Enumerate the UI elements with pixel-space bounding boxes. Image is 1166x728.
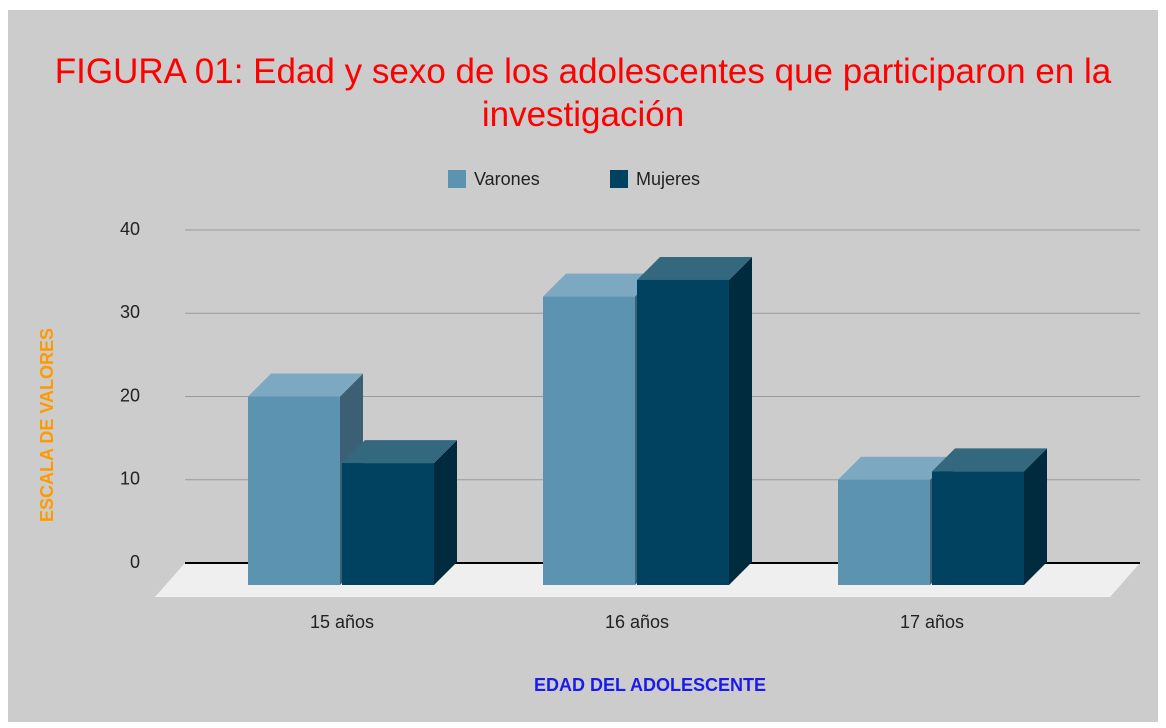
bar [248, 396, 340, 585]
bar-top [342, 440, 457, 464]
bar-top [248, 373, 363, 397]
y-tick-label: 0 [130, 552, 140, 572]
bar-top [543, 273, 658, 297]
bar [342, 463, 434, 585]
bar-top [838, 456, 953, 480]
bar-side [1024, 448, 1047, 585]
x-axis-label: EDAD DEL ADOLESCENTE [534, 675, 766, 695]
legend-swatch [610, 170, 628, 188]
y-tick-label: 30 [120, 302, 140, 322]
bar [637, 279, 729, 585]
bar [543, 296, 635, 585]
y-axis-label: ESCALA DE VALORES [37, 328, 57, 522]
x-tick-label: 16 años [605, 612, 669, 632]
bar-side [434, 440, 457, 585]
legend-label: Mujeres [636, 169, 700, 189]
y-tick-label: 40 [120, 219, 140, 239]
legend-label: Varones [474, 169, 540, 189]
bar-top [637, 256, 752, 280]
bar-top [932, 448, 1047, 472]
chart-title: FIGURA 01: Edad y sexo de los adolescent… [54, 52, 1112, 134]
bar [932, 471, 1024, 585]
y-tick-label: 10 [120, 469, 140, 489]
bar [838, 479, 930, 585]
x-tick-label: 17 años [900, 612, 964, 632]
bar-side [729, 256, 752, 585]
legend-swatch [448, 170, 466, 188]
x-tick-label: 15 años [310, 612, 374, 632]
y-tick-label: 20 [120, 385, 140, 405]
